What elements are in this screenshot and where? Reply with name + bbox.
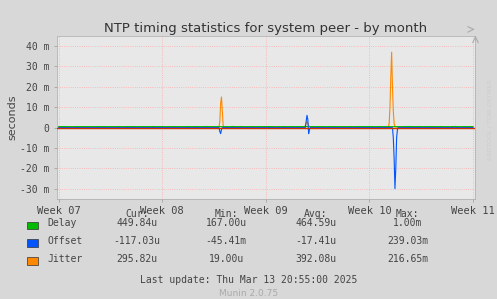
- Text: Max:: Max:: [396, 209, 419, 219]
- Text: 239.03m: 239.03m: [387, 236, 428, 246]
- Text: Offset: Offset: [47, 236, 83, 246]
- Text: 19.00u: 19.00u: [209, 254, 244, 264]
- Text: Jitter: Jitter: [47, 254, 83, 264]
- Text: -45.41m: -45.41m: [206, 236, 247, 246]
- Text: 167.00u: 167.00u: [206, 218, 247, 228]
- Text: 295.82u: 295.82u: [116, 254, 157, 264]
- Text: Avg:: Avg:: [304, 209, 328, 219]
- Text: Min:: Min:: [214, 209, 238, 219]
- Text: 449.84u: 449.84u: [116, 218, 157, 228]
- Text: 464.59u: 464.59u: [295, 218, 336, 228]
- Text: Delay: Delay: [47, 218, 77, 228]
- Y-axis label: seconds: seconds: [7, 94, 17, 140]
- Text: -117.03u: -117.03u: [113, 236, 160, 246]
- Text: 1.00m: 1.00m: [393, 218, 422, 228]
- Text: Munin 2.0.75: Munin 2.0.75: [219, 289, 278, 298]
- Text: Last update: Thu Mar 13 20:55:00 2025: Last update: Thu Mar 13 20:55:00 2025: [140, 274, 357, 285]
- Text: 392.08u: 392.08u: [295, 254, 336, 264]
- Title: NTP timing statistics for system peer - by month: NTP timing statistics for system peer - …: [104, 22, 427, 35]
- Text: 216.65m: 216.65m: [387, 254, 428, 264]
- Text: -17.41u: -17.41u: [295, 236, 336, 246]
- Text: Cur:: Cur:: [125, 209, 149, 219]
- Text: RRDTOOL / TOBI OETIKER: RRDTOOL / TOBI OETIKER: [487, 79, 492, 160]
